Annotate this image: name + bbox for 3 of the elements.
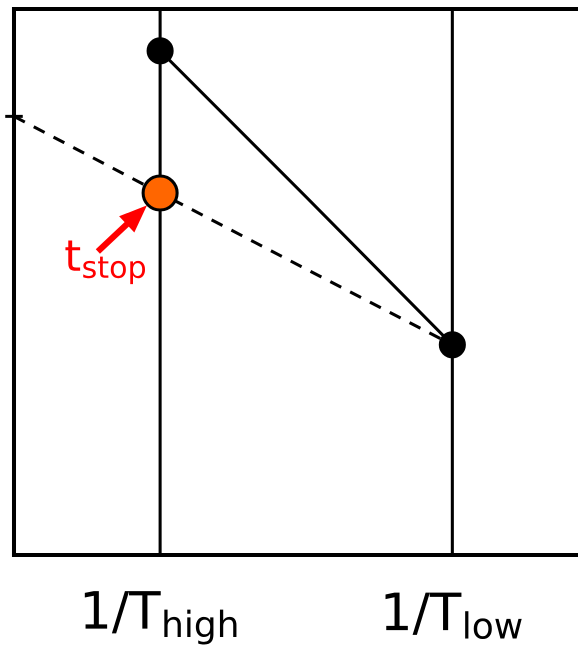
x-tick-label: 1/T$_{low}$ [386, 592, 522, 640]
x-tick-label: 1/T$_{high}$ [84, 591, 236, 644]
annotation: t$_{stop}$ [65, 240, 146, 284]
